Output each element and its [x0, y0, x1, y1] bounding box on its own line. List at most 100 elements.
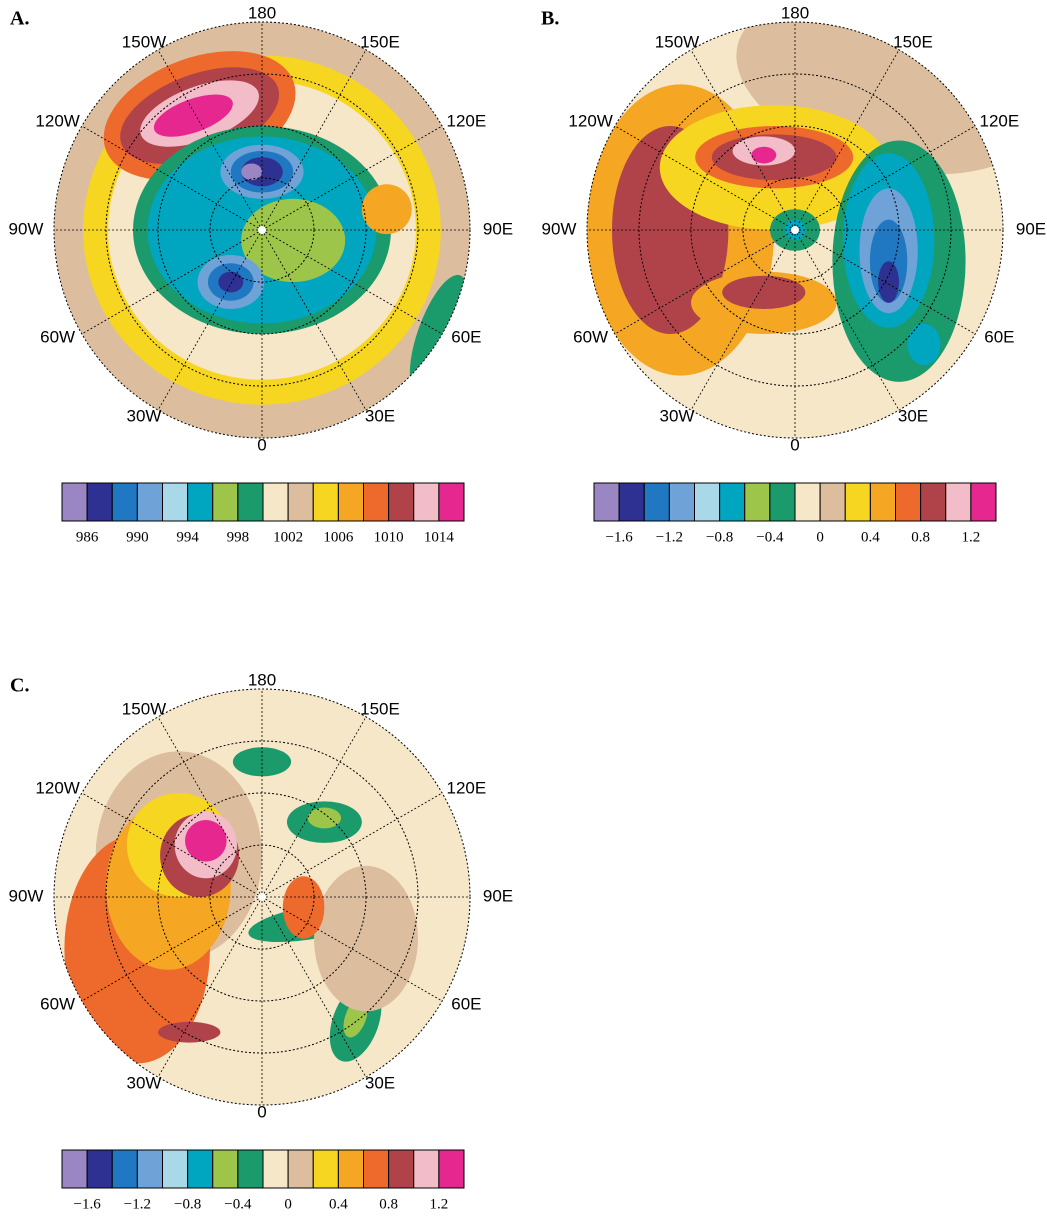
- longitude-label: 30E: [365, 407, 395, 426]
- longitude-label: 120W: [35, 778, 79, 797]
- longitude-label: 30W: [127, 1074, 162, 1093]
- colorbar-box: [644, 483, 669, 521]
- longitude-label: 150W: [655, 32, 699, 51]
- longitude-label: 60W: [40, 994, 75, 1013]
- contour-region: [158, 1022, 220, 1043]
- pole: [258, 893, 266, 901]
- colorbar-box: [163, 1150, 188, 1188]
- colorbar-box: [389, 1150, 414, 1188]
- colorbar-box: [720, 483, 745, 521]
- contour-region: [751, 147, 776, 164]
- longitude-label: 60W: [40, 327, 75, 346]
- colorbar-box: [845, 483, 870, 521]
- field: [587, 0, 1047, 438]
- colorbar-box: [364, 483, 389, 521]
- colorbar-tick-label: 1014: [424, 529, 455, 545]
- longitude-label: 90W: [9, 886, 44, 905]
- colorbar-tick-label: 0: [284, 1196, 292, 1212]
- colorbar-box: [389, 483, 414, 521]
- colorbar-box: [439, 483, 464, 521]
- colorbar-box: [213, 483, 238, 521]
- colorbar-box: [313, 483, 338, 521]
- longitude-label: 30E: [898, 407, 928, 426]
- contour-region: [314, 866, 418, 1012]
- contour-region: [362, 184, 412, 234]
- colorbar-box: [87, 483, 112, 521]
- colorbar-box: [263, 1150, 288, 1188]
- colorbar-tick-label: 1006: [323, 529, 354, 545]
- colorbar-tick-label: −1.6: [74, 1196, 102, 1212]
- colorbar-box: [669, 483, 694, 521]
- contour-region: [185, 820, 227, 862]
- colorbar-box: [896, 483, 921, 521]
- colorbar-box: [213, 1150, 238, 1188]
- colorbar-box: [62, 483, 87, 521]
- colorbar-tick-label: −1.2: [656, 529, 683, 545]
- colorbar-box: [87, 1150, 112, 1188]
- longitude-label: 30W: [660, 407, 695, 426]
- colorbar-box: [946, 483, 971, 521]
- colorbar-tick-label: 0.4: [861, 529, 880, 545]
- colorbar-box: [820, 483, 845, 521]
- colorbar-tick-label: 1.2: [962, 529, 981, 545]
- colorbar-tick-label: −0.4: [756, 529, 784, 545]
- longitude-label: 150E: [360, 32, 400, 51]
- longitude-label: 90E: [1016, 219, 1046, 238]
- colorbar-box: [745, 483, 770, 521]
- colorbar-box: [238, 483, 263, 521]
- contour-region: [308, 808, 341, 829]
- colorbar-box: [364, 1150, 389, 1188]
- panel: B.180150E120E90E60E30E030W60W90W120W150W…: [541, 0, 1047, 545]
- colorbar-box: [188, 1150, 213, 1188]
- colorbar-box: [188, 483, 213, 521]
- colorbar-tick-label: 998: [227, 529, 250, 545]
- contour-region: [218, 272, 243, 293]
- pole: [791, 226, 799, 234]
- panel: C.180150E120E90E60E30E030W60W90W120W150W…: [9, 670, 514, 1212]
- colorbar-tick-label: 1002: [273, 529, 303, 545]
- colorbar-box: [695, 483, 720, 521]
- colorbar-box: [619, 483, 644, 521]
- contour-region: [878, 261, 899, 303]
- longitude-label: 120E: [447, 111, 487, 130]
- colorbar-box: [338, 483, 363, 521]
- colorbar-tick-label: 0.8: [911, 529, 930, 545]
- longitude-label: 180: [248, 3, 276, 22]
- colorbar-box: [770, 483, 795, 521]
- colorbar-box: [870, 483, 895, 521]
- longitude-label: 90W: [9, 219, 44, 238]
- colorbar-box: [795, 483, 820, 521]
- colorbar-tick-label: 1.2: [430, 1196, 449, 1212]
- longitude-label: 120E: [980, 111, 1020, 130]
- colorbar-box: [112, 1150, 137, 1188]
- colorbar-box: [137, 483, 162, 521]
- longitude-label: 60E: [984, 327, 1014, 346]
- longitude-label: 120W: [568, 111, 612, 130]
- colorbar-box: [971, 483, 996, 521]
- longitude-label: 0: [257, 1102, 266, 1121]
- longitude-label: 180: [781, 3, 809, 22]
- panel-label: C.: [10, 675, 29, 697]
- colorbar-box: [112, 483, 137, 521]
- longitude-label: 30E: [365, 1074, 395, 1093]
- longitude-label: 60E: [451, 994, 481, 1013]
- colorbar-box: [163, 483, 188, 521]
- longitude-label: 60E: [451, 327, 481, 346]
- longitude-label: 150W: [122, 699, 166, 718]
- longitude-label: 90E: [483, 886, 513, 905]
- colorbar-tick-label: 0: [816, 529, 824, 545]
- longitude-label: 150W: [122, 32, 166, 51]
- panel: A.180150E120E90E60E30E030W60W90W120W150W…: [9, 3, 514, 545]
- colorbar-tick-label: 986: [76, 529, 99, 545]
- colorbar-tick-label: 994: [176, 529, 199, 545]
- colorbar-box: [313, 1150, 338, 1188]
- longitude-label: 120W: [35, 111, 79, 130]
- longitude-label: 150E: [360, 699, 400, 718]
- colorbar-tick-label: −1.2: [124, 1196, 151, 1212]
- longitude-label: 0: [790, 435, 799, 454]
- longitude-label: 180: [248, 670, 276, 689]
- colorbar-tick-label: −1.6: [606, 529, 634, 545]
- longitude-label: 90E: [483, 219, 513, 238]
- figure: A.180150E120E90E60E30E030W60W90W120W150W…: [0, 0, 1047, 1217]
- colorbar-tick-label: 0.8: [379, 1196, 398, 1212]
